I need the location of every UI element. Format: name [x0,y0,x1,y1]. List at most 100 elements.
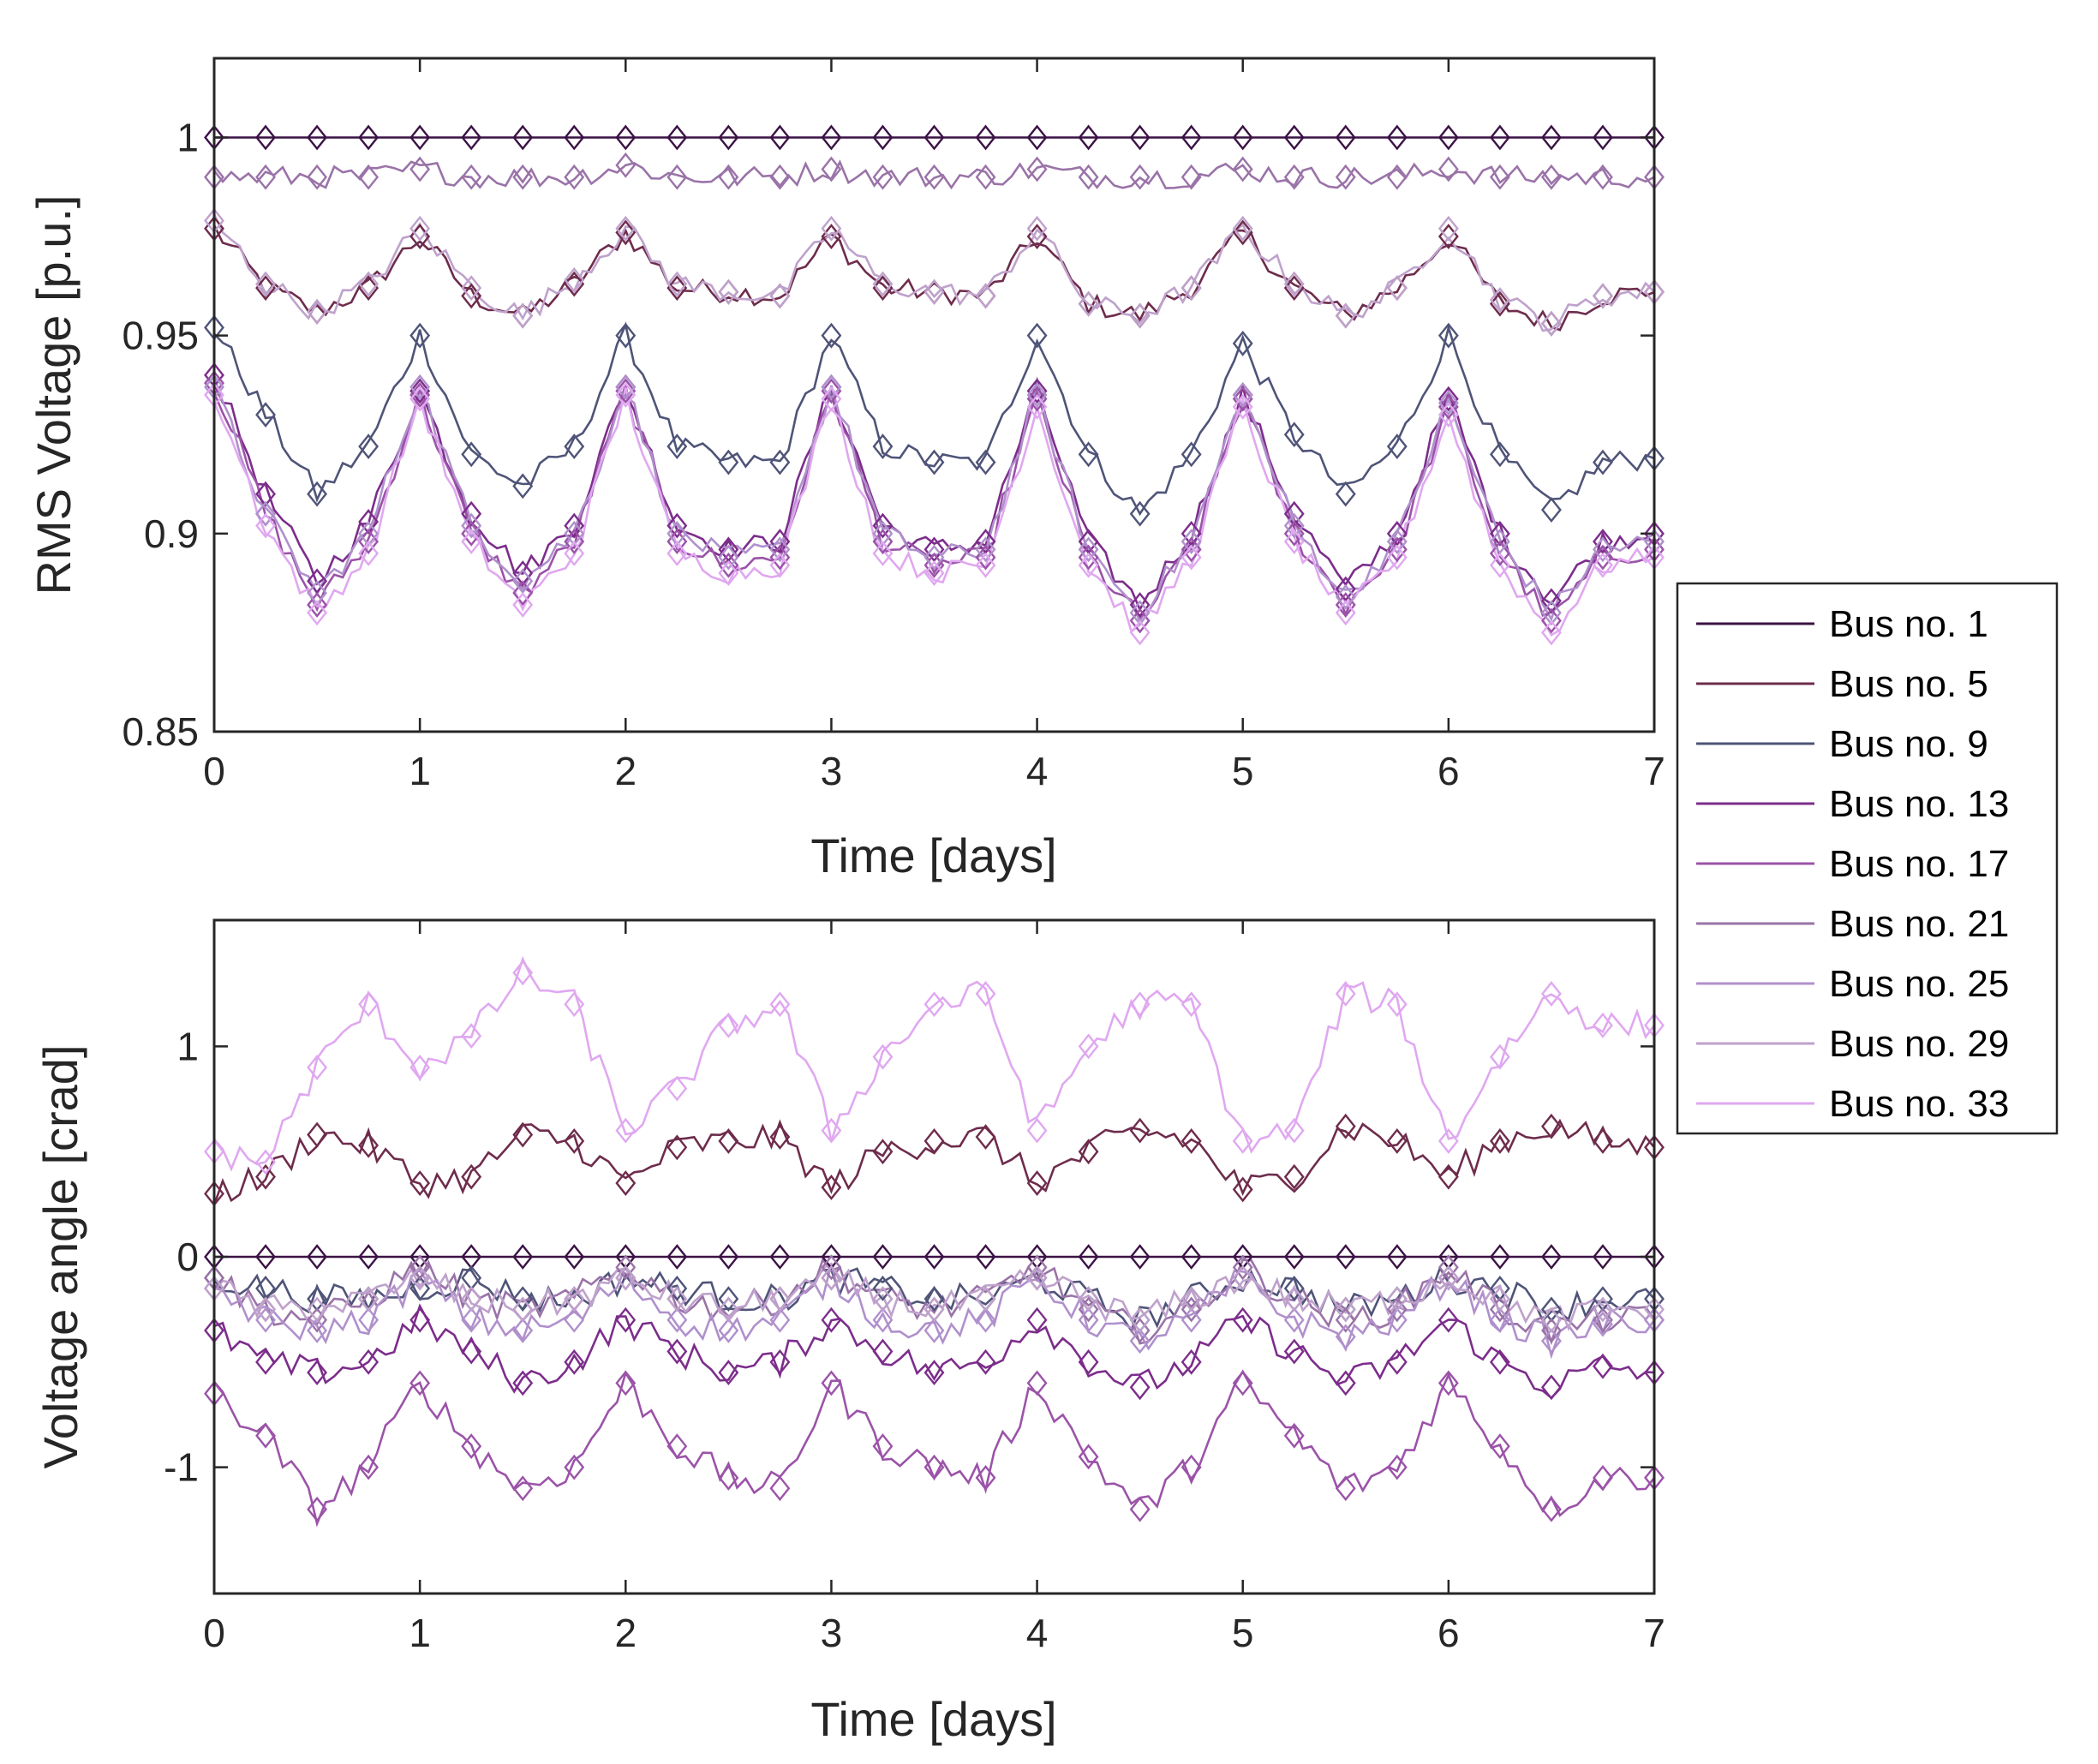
data-point-marker [409,322,431,349]
data-point-marker [307,1496,328,1522]
legend-entry-label: Bus no. 21 [1829,903,2009,945]
data-point-marker [975,1307,996,1333]
data-point-marker [1026,124,1048,151]
data-point-marker [1078,1139,1099,1165]
data-point-marker [923,544,945,571]
data-point-marker [1026,1117,1048,1144]
data-point-marker [1386,275,1408,302]
data-point-marker [1489,441,1510,468]
data-point-marker [1489,541,1510,566]
data-point-marker [1438,156,1459,182]
data-point-marker [1180,1307,1202,1333]
data-point-marker [1335,600,1356,626]
data-point-marker [1335,124,1356,151]
data-point-marker [1540,497,1562,523]
data-point-marker [564,164,585,190]
data-point-marker [769,1244,791,1270]
data-point-marker [769,1124,791,1150]
data-point-marker [564,266,585,293]
data-point-marker [1593,552,1613,578]
data-point-marker [821,1254,842,1281]
data-point-marker [718,560,739,586]
data-point-marker [512,1370,534,1396]
data-point-marker [461,500,482,527]
data-point-marker [1129,500,1151,527]
data-point-marker [666,1338,688,1365]
data-point-marker [307,1244,328,1270]
data-point-marker [409,156,431,182]
data-point-marker [872,520,894,547]
legend-entry-label: Bus no. 29 [1829,1023,2009,1065]
x-tick-label: 4 [1026,749,1049,793]
data-point-marker [718,1286,739,1313]
data-point-marker [1438,390,1459,416]
data-point-marker [358,164,380,190]
data-point-marker [615,219,637,246]
x-tick-label: 4 [1026,1611,1049,1655]
data-point-marker [769,991,791,1018]
voltage-y-axis-label: RMS Voltage [p.u.] [27,195,81,595]
data-point-marker [1335,481,1356,507]
data-point-marker [1593,164,1613,190]
data-point-marker [461,275,482,302]
voltage-angle-panel: 0 1 2 3 4 5 6 7 -1 0 1 Time [days] Voltage angle [… [33,918,1665,1746]
voltage-series-group [212,136,1655,637]
data-point-marker [564,124,585,151]
legend-entry-label: Bus no. 33 [1829,1083,2009,1125]
data-point-marker [666,1275,688,1301]
data-point-marker [1283,500,1305,527]
data-point-marker [1386,544,1408,571]
data-point-marker [1335,1296,1356,1323]
data-point-marker [461,1286,482,1313]
data-point-marker [409,1170,431,1196]
data-point-marker [358,434,380,460]
data-point-marker [666,1433,688,1459]
data-point-marker [821,374,842,400]
data-point-marker [564,271,585,297]
data-point-marker [307,592,328,618]
data-point-marker [1129,1307,1151,1333]
data-point-marker [1129,1244,1151,1270]
data-point-marker [358,1454,380,1480]
data-point-marker [1026,156,1048,182]
data-point-marker [255,1244,276,1270]
data-point-marker [512,1296,534,1323]
data-point-marker [975,164,996,190]
data-point-marker [358,275,380,302]
data-point-marker [1489,1127,1510,1154]
data-point-marker [666,1075,688,1102]
data-point-marker [461,529,482,554]
data-point-marker [666,434,688,460]
data-point-marker [1180,1296,1202,1323]
data-point-marker [1283,124,1305,151]
data-point-marker [1026,1370,1048,1396]
data-point-marker [1489,164,1510,190]
data-point-marker [307,1055,328,1080]
voltage-magnitude-panel: 0 1 2 3 4 5 6 7 0.85 0.9 0.95 1 Time [days] RMS Vol… [27,57,1665,882]
data-point-marker [1180,1286,1202,1313]
data-point-marker [255,1348,276,1375]
data-point-marker [718,164,739,190]
data-point-marker [615,374,637,400]
series-line-bus-no-33 [212,387,1655,637]
data-point-marker [872,1043,894,1070]
data-point-marker [1540,1113,1562,1139]
data-point-marker [1335,1370,1356,1396]
data-point-marker [1335,302,1356,329]
data-point-marker [1489,1043,1510,1070]
data-point-marker [1540,1496,1562,1522]
data-point-marker [358,271,380,297]
data-point-marker [615,1307,637,1333]
y-tick-label: -1 [164,1445,199,1490]
data-point-marker [872,1139,894,1165]
data-point-marker [1129,1374,1151,1401]
series-line-bus-no-29 [213,1262,1655,1331]
x-tick-label: 6 [1438,1611,1460,1655]
data-point-marker [1026,215,1048,242]
data-point-marker [1438,1265,1459,1291]
data-point-marker [1438,215,1459,242]
data-point-marker [409,1055,431,1080]
data-point-marker [564,434,585,460]
y-tick-label: 0 [176,1235,199,1279]
data-point-marker [1335,1307,1356,1333]
